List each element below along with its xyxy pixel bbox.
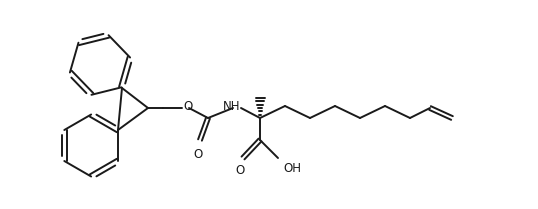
Text: OH: OH (283, 162, 301, 175)
Text: O: O (236, 164, 245, 177)
Text: NH: NH (223, 99, 240, 112)
Text: O: O (193, 148, 203, 161)
Text: O: O (183, 101, 192, 113)
